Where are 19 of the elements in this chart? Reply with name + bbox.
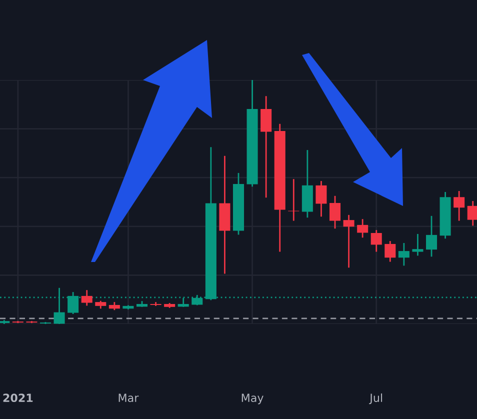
candlestick <box>329 195 341 230</box>
x-tick-label: Jul <box>369 393 382 404</box>
candlestick <box>412 233 424 256</box>
x-tick-label: 2021 <box>3 394 33 402</box>
candlestick <box>454 190 465 222</box>
candlestick <box>357 218 368 238</box>
candlestick <box>343 214 354 268</box>
candlestick <box>54 287 65 324</box>
x-tick-label: Mar <box>118 394 139 402</box>
candlestick <box>426 215 438 258</box>
candlestick <box>260 95 272 198</box>
candlestick <box>398 242 410 266</box>
candlestick <box>81 289 92 306</box>
x-tick-label: May <box>242 394 264 404</box>
candlestick <box>288 178 300 222</box>
candlestick <box>370 229 382 252</box>
candlestick <box>316 180 327 218</box>
candlestick <box>467 200 477 226</box>
candlestick <box>384 240 396 262</box>
